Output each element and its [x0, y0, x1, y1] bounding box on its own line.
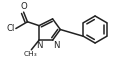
- Text: N: N: [36, 41, 42, 50]
- Text: N: N: [54, 41, 60, 50]
- Text: Cl: Cl: [6, 24, 15, 33]
- Text: CH₃: CH₃: [23, 51, 37, 57]
- Text: O: O: [20, 2, 27, 11]
